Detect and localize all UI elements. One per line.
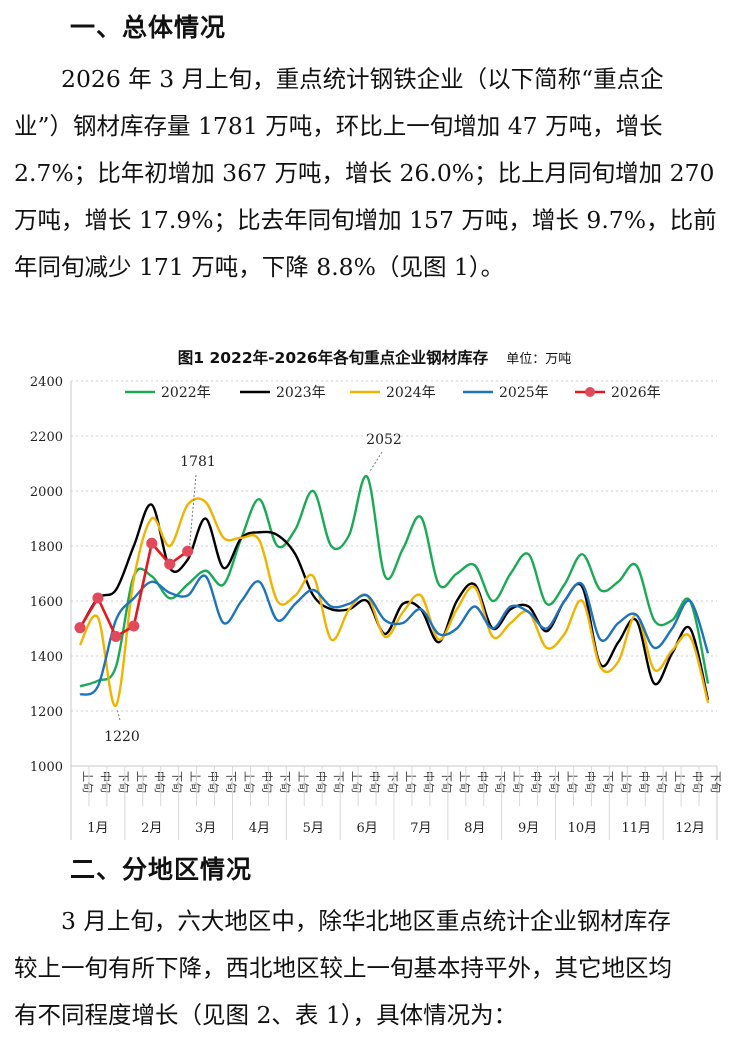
y-tick-label: 2400 bbox=[30, 375, 63, 390]
y-tick-label: 1400 bbox=[30, 650, 63, 665]
x-tick-label: 上旬 bbox=[512, 771, 525, 793]
month-label: 1月 bbox=[87, 821, 108, 836]
x-tick-label: 上旬 bbox=[81, 771, 94, 793]
x-tick-label: 中旬 bbox=[260, 771, 273, 793]
chart-title: 图1 2022年-2026年各旬重点企业钢材库存 单位：万吨 bbox=[0, 346, 749, 368]
chart-title-text: 图1 2022年-2026年各旬重点企业钢材库存 bbox=[177, 349, 489, 367]
legend-label: 2026年 bbox=[611, 385, 661, 401]
x-tick-label: 上旬 bbox=[189, 771, 202, 793]
series-line-2024年 bbox=[78, 497, 710, 707]
x-tick-label: 中旬 bbox=[422, 771, 435, 793]
legend-label: 2025年 bbox=[499, 385, 549, 401]
x-tick-label: 中旬 bbox=[637, 771, 650, 793]
series-line-2022年 bbox=[79, 475, 710, 688]
x-tick-label: 上旬 bbox=[350, 771, 363, 793]
y-tick-label: 2200 bbox=[30, 430, 63, 445]
x-tick-label: 中旬 bbox=[153, 771, 166, 793]
x-tick-label: 上旬 bbox=[619, 771, 632, 793]
x-tick-label: 上旬 bbox=[242, 771, 255, 793]
y-tick-label: 2000 bbox=[30, 485, 63, 500]
x-tick-label: 中旬 bbox=[314, 771, 327, 793]
figure1-chart: 图1 2022年-2026年各旬重点企业钢材库存 单位：万吨 1000 1200 14… bbox=[0, 340, 749, 840]
paragraph-line: 2.7%；比年初增加 367 万吨，增长 26.0%；比上月同旬增加 270 bbox=[14, 159, 715, 187]
x-tick-label: 下旬 bbox=[548, 771, 561, 793]
month-label: 2月 bbox=[141, 821, 162, 836]
y-tick-label: 1200 bbox=[30, 705, 63, 720]
series-line-2025年 bbox=[79, 574, 710, 696]
x-tick-label: 上旬 bbox=[135, 771, 148, 793]
x-tick-label: 下旬 bbox=[655, 771, 668, 793]
section1-heading: 一、总体情况 bbox=[70, 13, 227, 42]
y-tick-label: 1800 bbox=[30, 540, 63, 555]
x-tick-label: 中旬 bbox=[207, 771, 220, 793]
x-tick-label: 下旬 bbox=[225, 771, 238, 793]
annotation-label: 2052 bbox=[366, 432, 402, 448]
x-tick-label: 下旬 bbox=[709, 771, 722, 793]
x-tick-label: 中旬 bbox=[583, 771, 596, 793]
data-point-marker bbox=[164, 558, 176, 570]
legend-label: 2022年 bbox=[161, 385, 211, 401]
x-tick-label: 中旬 bbox=[368, 771, 381, 793]
y-tick-label: 1600 bbox=[30, 595, 63, 610]
x-tick-label: 中旬 bbox=[99, 771, 112, 793]
month-label: 11月 bbox=[621, 821, 651, 836]
month-label: 6月 bbox=[356, 821, 377, 836]
x-tick-label: 下旬 bbox=[601, 771, 614, 793]
legend-label: 2023年 bbox=[276, 385, 326, 401]
month-label: 9月 bbox=[518, 821, 539, 836]
paragraph-line: 万吨，增长 17.9%；比去年同旬增加 157 万吨，增长 9.7%，比前 bbox=[14, 206, 717, 234]
x-tick-label: 下旬 bbox=[494, 771, 507, 793]
legend-label: 2024年 bbox=[386, 385, 436, 401]
annotation-leader bbox=[116, 708, 121, 721]
month-label: 8月 bbox=[464, 821, 485, 836]
x-tick-label: 中旬 bbox=[691, 771, 704, 793]
series-line-2023年 bbox=[78, 503, 710, 701]
paragraph-line: 较上一旬有所下降，西北地区较上一旬基本持平外，其它地区均 bbox=[14, 954, 672, 982]
data-point-marker bbox=[182, 545, 194, 557]
x-tick-label: 中旬 bbox=[476, 771, 489, 793]
annotation-leader bbox=[189, 474, 197, 546]
x-tick-label: 下旬 bbox=[117, 771, 130, 793]
data-point-marker bbox=[74, 622, 86, 634]
paragraph-line: 2026 年 3 月上旬，重点统计钢铁企业（以下简称“重点企 bbox=[14, 65, 664, 93]
annotation-label: 1781 bbox=[180, 454, 216, 470]
annotation-label: 1220 bbox=[104, 729, 140, 745]
y-tick-label: 1000 bbox=[30, 760, 63, 775]
x-tick-label: 上旬 bbox=[673, 771, 686, 793]
x-tick-label: 下旬 bbox=[440, 771, 453, 793]
month-label: 3月 bbox=[195, 821, 216, 836]
chart-unit: 单位：万吨 bbox=[506, 352, 572, 367]
month-label: 4月 bbox=[249, 821, 270, 836]
data-point-marker bbox=[128, 620, 140, 632]
x-tick-label: 上旬 bbox=[458, 771, 471, 793]
x-tick-label: 下旬 bbox=[171, 771, 184, 793]
data-point-marker bbox=[146, 537, 158, 549]
x-tick-label: 上旬 bbox=[296, 771, 309, 793]
x-tick-label: 下旬 bbox=[386, 771, 399, 793]
data-point-marker bbox=[110, 630, 122, 642]
month-label: 7月 bbox=[410, 821, 431, 836]
paragraph-line: 年同旬减少 171 万吨，下降 8.8%（见图 1）。 bbox=[14, 253, 505, 281]
x-tick-label: 下旬 bbox=[332, 771, 345, 793]
month-label: 12月 bbox=[675, 821, 705, 836]
month-label: 10月 bbox=[568, 821, 598, 836]
paragraph-line: 有不同程度增长（见图 2、表 1），具体情况为： bbox=[14, 1001, 518, 1029]
data-point-marker bbox=[92, 592, 104, 604]
x-tick-label: 下旬 bbox=[278, 771, 291, 793]
month-label: 5月 bbox=[303, 821, 324, 836]
paragraph-line: 3 月上旬，六大地区中，除华北地区重点统计企业钢材库存 bbox=[14, 907, 671, 935]
paragraph-line: 业”）钢材库存量 1781 万吨，环比上一旬增加 47 万吨，增长 bbox=[14, 112, 663, 140]
legend-marker bbox=[585, 387, 595, 397]
x-tick-label: 上旬 bbox=[565, 771, 578, 793]
annotation-leader bbox=[368, 451, 383, 473]
x-tick-label: 上旬 bbox=[404, 771, 417, 793]
x-tick-label: 中旬 bbox=[530, 771, 543, 793]
section2-heading: 二、分地区情况 bbox=[70, 855, 253, 884]
section1-paragraph: 2026 年 3 月上旬，重点统计钢铁企业（以下简称“重点企 业”）钢材库存量 … bbox=[14, 56, 736, 291]
section2-paragraph: 3 月上旬，六大地区中，除华北地区重点统计企业钢材库存 较上一旬有所下降，西北地… bbox=[14, 898, 736, 1039]
